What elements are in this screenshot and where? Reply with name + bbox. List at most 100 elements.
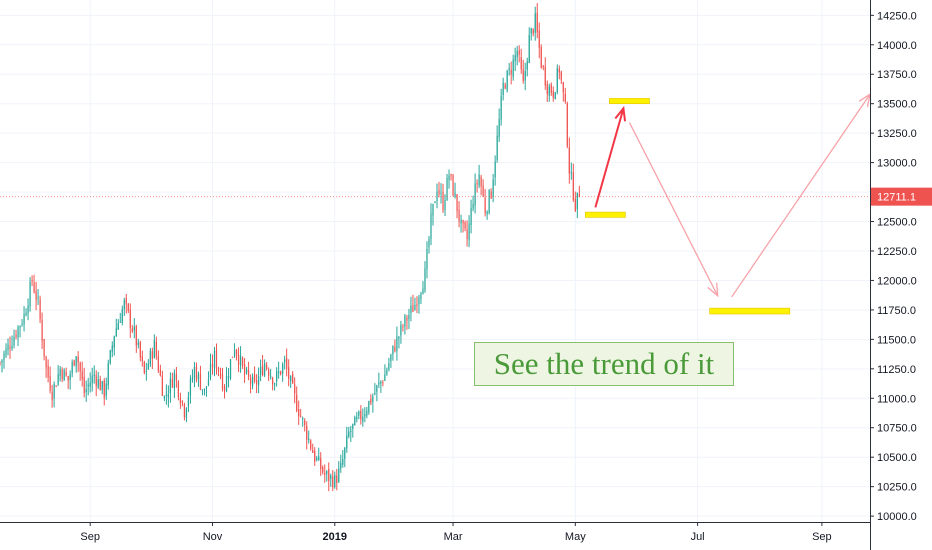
candle-body	[239, 355, 242, 366]
candle-body	[261, 365, 264, 376]
price-tick-label: 12250.0	[877, 246, 917, 258]
candle-body	[37, 296, 39, 299]
candle-body	[462, 219, 464, 224]
candle-body	[59, 368, 61, 377]
price-tick-label: 11500.0	[877, 334, 916, 346]
candle-body	[111, 345, 113, 352]
trend-arrow[interactable]	[594, 108, 625, 208]
price-axis[interactable]	[870, 0, 932, 550]
candle-body	[470, 207, 472, 226]
candle-body	[31, 280, 33, 282]
annotation-callout[interactable]: See the trend of it	[474, 342, 734, 386]
candle-body	[438, 189, 440, 195]
candle-body	[406, 317, 408, 321]
last-price-badge	[871, 187, 932, 206]
candle-body	[53, 383, 55, 399]
time-tick-label: Jul	[691, 531, 705, 543]
target-zone[interactable]	[709, 307, 791, 315]
candle-body	[99, 379, 101, 391]
candle-body	[49, 376, 51, 391]
candle-body	[304, 420, 306, 425]
candle-body	[243, 364, 246, 375]
candle-body	[436, 191, 438, 201]
candle-body	[205, 386, 208, 389]
price-tick-label: 11750.0	[877, 305, 916, 317]
candle-body	[542, 66, 544, 68]
candle-body	[298, 409, 300, 417]
candle-body	[550, 84, 552, 93]
candle-body	[424, 268, 426, 291]
candle-body	[213, 350, 216, 368]
candle-body	[19, 326, 21, 328]
candle-body	[278, 371, 280, 374]
candle-body	[173, 372, 176, 388]
last-price-label: 12711.1	[877, 192, 916, 204]
candle-body	[161, 375, 163, 396]
candle-body	[11, 345, 13, 349]
price-tick-label: 13250.0	[877, 128, 917, 140]
candle-body	[504, 84, 506, 89]
candle-body	[3, 353, 5, 361]
candle-body	[404, 315, 406, 327]
target-zone[interactable]	[609, 98, 650, 104]
candle-body	[370, 398, 372, 404]
candle-body	[227, 376, 230, 379]
candle-body	[308, 438, 310, 440]
candle-body	[137, 342, 139, 345]
candle-body	[272, 377, 274, 385]
candle-body	[167, 394, 170, 398]
target-zone[interactable]	[585, 211, 626, 218]
price-tick-label: 12500.0	[877, 217, 917, 229]
candle-body	[478, 174, 480, 186]
candle-body	[109, 350, 111, 364]
candle-body	[434, 202, 436, 204]
candle-body	[245, 369, 248, 373]
candle-body	[396, 336, 398, 352]
candle-body	[175, 374, 178, 381]
price-tick-label: 10750.0	[877, 423, 917, 435]
candle-body	[440, 192, 442, 194]
candle-body	[286, 358, 288, 369]
candle-body	[267, 370, 270, 376]
trend-arrow-head	[707, 282, 719, 298]
candle-body	[482, 185, 484, 197]
time-tick-label: 2019	[323, 531, 347, 543]
candle-body	[292, 373, 294, 384]
trend-arrow[interactable]	[628, 122, 719, 297]
candle-body	[306, 425, 308, 440]
candle-body	[39, 299, 41, 320]
candle-body	[342, 459, 344, 465]
candle-body	[23, 314, 25, 325]
candle-body	[338, 468, 340, 482]
candle-body	[135, 326, 137, 346]
candle-body	[568, 147, 570, 174]
candle-body	[219, 373, 222, 377]
trend-arrow[interactable]	[731, 93, 871, 298]
time-tick-label: Mar	[444, 531, 463, 543]
price-tick-label: 11000.0	[877, 393, 916, 405]
candle-body	[350, 430, 352, 433]
candle-body	[532, 29, 534, 34]
price-tick-label: 14250.0	[877, 10, 917, 22]
candle-body	[89, 382, 91, 387]
candle-body	[492, 179, 494, 197]
candle-body	[73, 360, 75, 366]
candle-body	[265, 364, 268, 369]
candle-body	[0, 362, 1, 364]
candle-body	[578, 194, 580, 197]
candle-body	[231, 356, 234, 358]
candle-body	[237, 354, 240, 365]
candle-body	[117, 323, 119, 330]
price-tick-label: 11250.0	[877, 364, 916, 376]
time-axis[interactable]	[0, 522, 870, 550]
candle-body	[518, 50, 520, 55]
candle-body	[51, 392, 53, 401]
candle-body	[366, 410, 368, 416]
candle-body	[233, 349, 236, 357]
candle-body	[193, 366, 196, 378]
candle-body	[358, 411, 360, 416]
candle-body	[183, 404, 186, 417]
candle-body	[318, 456, 320, 461]
candle-body	[458, 209, 460, 222]
